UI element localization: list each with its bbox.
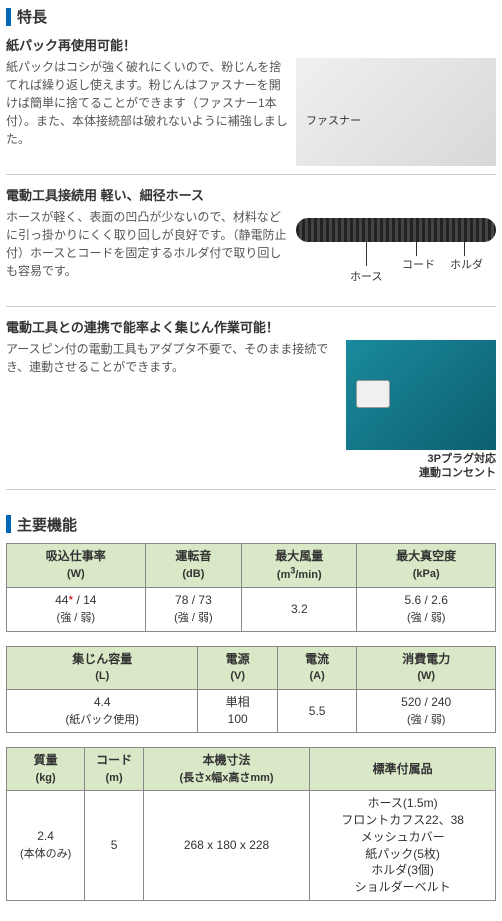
features-section-header: 特長 [6, 6, 496, 27]
feature-image-outlet [346, 340, 496, 450]
spec-header: 運転音(dB) [145, 543, 242, 588]
spec-header: 質量(kg) [7, 748, 85, 791]
spec-value: ホース(1.5m)フロントカフス22、38メッシュカバー紙パック(5枚)ホルダ(… [310, 791, 496, 901]
specs-title: 主要機能 [17, 514, 77, 535]
spec-value: 2.4(本体のみ) [7, 791, 85, 901]
spec-value: 5.6 / 2.6(強 / 弱) [357, 588, 496, 631]
specs-section-header: 主要機能 [6, 514, 496, 535]
spec-header: 標準付属品 [310, 748, 496, 791]
feature-block: 紙パック再使用可能！ 紙パックはコシが強く破れにくいので、粉じんを捨てれば繰り返… [6, 35, 496, 175]
feature-image-hose: ホース コード ホルダ [296, 208, 496, 298]
spec-value: 5 [85, 791, 144, 901]
spec-value: 3.2 [242, 588, 357, 631]
feature-title: 紙パック再使用可能！ [6, 35, 496, 54]
spec-header: 吸込仕事率(W) [7, 543, 146, 588]
spec-header: 最大風量(m3/min) [242, 543, 357, 588]
spec-value: 78 / 73(強 / 弱) [145, 588, 242, 631]
spec-header: 電流(A) [277, 646, 356, 689]
header-bar [6, 515, 11, 533]
spec-value: 268 x 180 x 228 [143, 791, 309, 901]
spec-header: 電源(V) [198, 646, 277, 689]
spec-table: 吸込仕事率(W)運転音(dB)最大風量(m3/min)最大真空度(kPa) 44*… [6, 543, 496, 632]
spec-header: 最大真空度(kPa) [357, 543, 496, 588]
hose-label: ホース [350, 268, 382, 284]
spec-value: 5.5 [277, 689, 356, 732]
spec-value: 520 / 240(強 / 弱) [357, 689, 496, 732]
feature-image-paperbag: ファスナー [296, 58, 496, 166]
feature-block: 電動工具との連携で能率よく集じん作業可能！ アースピン付の電動工具もアダプタ不要… [6, 317, 496, 490]
spec-table: 質量(kg)コード(m)本機寸法(長さx幅x高さmm)標準付属品 2.4(本体のみ… [6, 747, 496, 901]
fastener-label: ファスナー [306, 112, 361, 128]
feature-description: ホースが軽く、表面の凹凸が少ないので、材料などに引っ掛かりにくく取り回しが良好で… [6, 208, 290, 280]
features-title: 特長 [17, 6, 47, 27]
spec-header: 消費電力(W) [357, 646, 496, 689]
spec-header: 本機寸法(長さx幅x高さmm) [143, 748, 309, 791]
holder-label: ホルダ [450, 256, 483, 272]
feature-title: 電動工具との連携で能率よく集じん作業可能！ [6, 317, 496, 336]
spec-value: 4.4(紙パック使用) [7, 689, 198, 732]
outlet-caption: 3Pプラグ対応連動コンセント [346, 452, 496, 481]
spec-value: 単相100 [198, 689, 277, 732]
feature-description: 紙パックはコシが強く破れにくいので、粉じんを捨てれば繰り返し使えます。粉じんはフ… [6, 58, 290, 148]
header-bar [6, 8, 11, 26]
cord-label: コード [402, 256, 435, 272]
spec-header: 集じん容量(L) [7, 646, 198, 689]
spec-header: コード(m) [85, 748, 144, 791]
feature-title: 電動工具接続用 軽い、細径ホース [6, 185, 496, 204]
spec-value: 44* / 14(強 / 弱) [7, 588, 146, 631]
feature-block: 電動工具接続用 軽い、細径ホース ホースが軽く、表面の凹凸が少ないので、材料など… [6, 185, 496, 307]
spec-table: 集じん容量(L)電源(V)電流(A)消費電力(W) 4.4(紙パック使用)単相10… [6, 646, 496, 733]
feature-description: アースピン付の電動工具もアダプタ不要で、そのまま接続でき、連動させることができま… [6, 340, 340, 376]
